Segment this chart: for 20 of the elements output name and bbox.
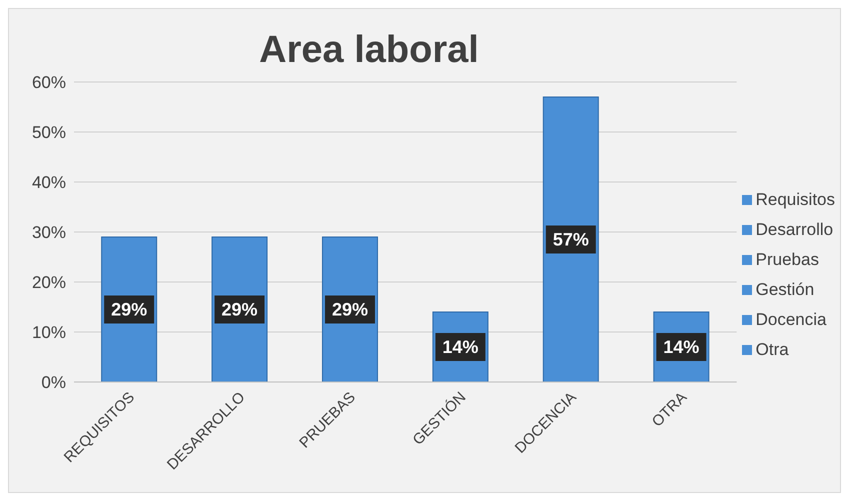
legend-label: Desarrollo — [756, 220, 834, 240]
y-tick-label: 20% — [32, 273, 66, 292]
y-tick-label: 0% — [41, 373, 66, 392]
text: 14% — [663, 337, 700, 357]
legend-label: Otra — [756, 340, 789, 360]
legend-label: Gestión — [756, 280, 814, 300]
legend-label: Docencia — [756, 310, 826, 330]
legend-label: Pruebas — [756, 250, 819, 270]
text: 14% — [442, 337, 478, 357]
text: 29% — [222, 300, 258, 320]
chart-title: Area laboral — [258, 28, 480, 72]
y-tick-label: 60% — [32, 73, 66, 92]
text: 29% — [111, 300, 148, 320]
y-tick-label: 40% — [32, 173, 66, 192]
legend-label: Requisitos — [756, 190, 835, 210]
y-tick-label: 30% — [32, 223, 66, 242]
text: 29% — [332, 300, 368, 320]
y-tick-label: 50% — [32, 123, 66, 142]
y-tick-label: 10% — [32, 323, 66, 342]
text: 57% — [552, 230, 589, 250]
